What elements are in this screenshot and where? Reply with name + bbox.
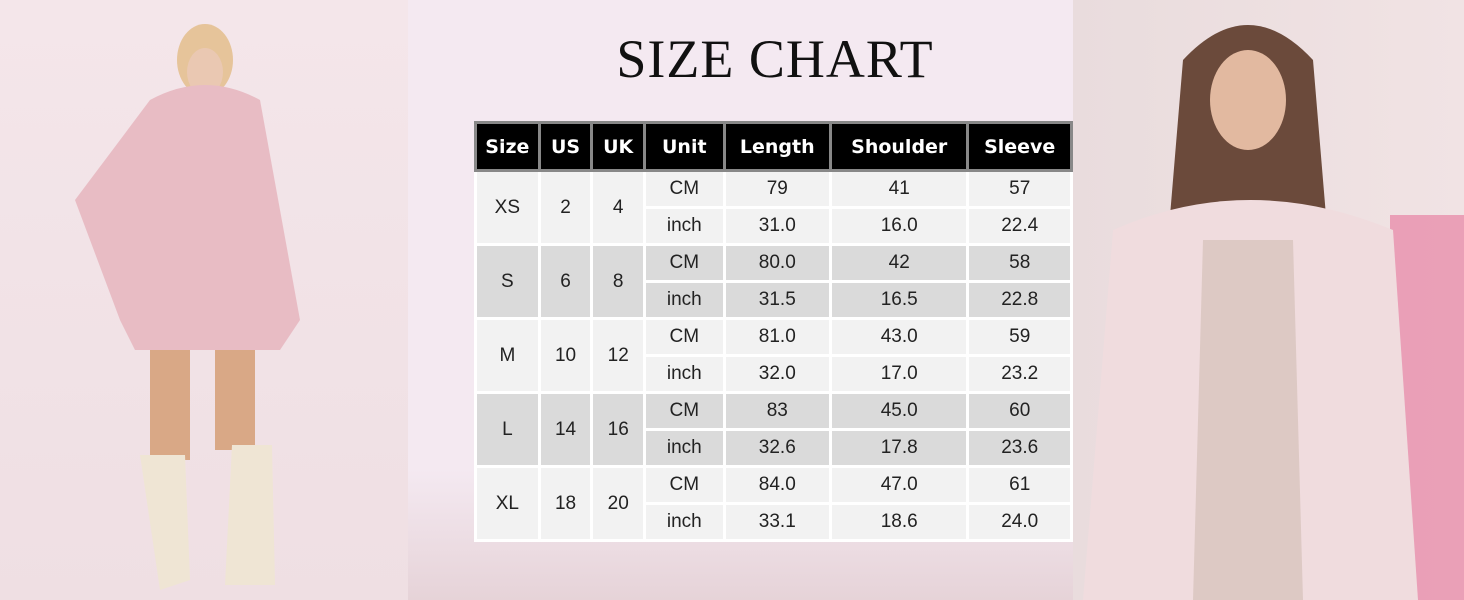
cell-length: 31.0 [722, 206, 833, 246]
cell-uk: 4 [590, 169, 647, 246]
cell-unit: CM [643, 465, 726, 505]
cell-size: M [474, 317, 541, 394]
table-row: XS 2 4 CM 79 41 57 [474, 169, 1073, 246]
column-header-sleeve: Sleeve [966, 121, 1073, 172]
cell-sleeve: 57 [966, 169, 1073, 209]
cell-sleeve: 61 [966, 465, 1073, 505]
cell-sleeve: 59 [966, 317, 1073, 357]
column-header-size: Size [474, 121, 541, 172]
cell-shoulder: 17.8 [829, 428, 970, 468]
cell-length: 83 [722, 391, 833, 431]
table-row: XL 18 20 CM 84.0 47.0 61 [474, 465, 1073, 542]
model-figure-left [75, 24, 300, 590]
cell-shoulder: 16.0 [829, 206, 970, 246]
cell-uk: 12 [590, 317, 647, 394]
cell-size: XS [474, 169, 541, 246]
table-row: inch 33.1 18.6 24.0 [476, 502, 1073, 542]
cell-uk: 8 [590, 243, 647, 320]
cell-shoulder: 41 [829, 169, 970, 209]
cell-sleeve: 22.4 [966, 206, 1073, 246]
cell-length: 81.0 [722, 317, 833, 357]
cell-unit: CM [643, 317, 726, 357]
cell-sleeve: 60 [966, 391, 1073, 431]
column-header-uk: UK [590, 121, 647, 172]
table-row: M 10 12 CM 81.0 43.0 59 [474, 317, 1073, 394]
cell-length: 31.5 [722, 280, 833, 320]
model-photo-right [1073, 0, 1464, 600]
cell-sleeve: 58 [966, 243, 1073, 283]
cell-sleeve: 24.0 [966, 502, 1073, 542]
cell-shoulder: 47.0 [829, 465, 970, 505]
cell-size: XL [474, 465, 541, 542]
table-row: L 14 16 CM 83 45.0 60 [474, 391, 1073, 468]
column-header-shoulder: Shoulder [829, 121, 970, 172]
cell-unit: inch [643, 280, 726, 320]
table-row: inch 32.6 17.8 23.6 [476, 428, 1073, 468]
cell-shoulder: 43.0 [829, 317, 970, 357]
size-chart-table: Size US UK Unit Length Shoulder Sleeve XS 2 4 CM 7… [474, 121, 1073, 542]
cell-unit: inch [643, 502, 726, 542]
cell-unit: CM [643, 243, 726, 283]
model-figure-right [1083, 25, 1418, 600]
header-row: Size US UK Unit Length Shoulder Sleeve [474, 121, 1073, 172]
cell-shoulder: 17.0 [829, 354, 970, 394]
cell-uk: 16 [590, 391, 647, 468]
table-row: inch 31.0 16.0 22.4 [476, 206, 1073, 246]
cell-length: 84.0 [722, 465, 833, 505]
cell-length: 80.0 [722, 243, 833, 283]
cell-unit: inch [643, 206, 726, 246]
cell-uk: 20 [590, 465, 647, 542]
cell-unit: CM [643, 391, 726, 431]
table-row: inch 32.0 17.0 23.2 [476, 354, 1073, 394]
cell-shoulder: 18.6 [829, 502, 970, 542]
column-header-unit: Unit [643, 121, 726, 172]
cell-sleeve: 23.6 [966, 428, 1073, 468]
cell-sleeve: 23.2 [966, 354, 1073, 394]
table-row: inch 31.5 16.5 22.8 [476, 280, 1073, 320]
cell-size: L [474, 391, 541, 468]
cell-shoulder: 42 [829, 243, 970, 283]
cell-unit: inch [643, 354, 726, 394]
cell-us: 14 [537, 391, 594, 468]
model-photo-left [0, 0, 408, 600]
cell-us: 6 [537, 243, 594, 320]
cell-size: S [474, 243, 541, 320]
table-row: S 6 8 CM 80.0 42 58 [474, 243, 1073, 320]
size-chart-title: SIZE CHART [616, 29, 934, 89]
cell-unit: inch [643, 428, 726, 468]
cell-us: 2 [537, 169, 594, 246]
cell-length: 79 [722, 169, 833, 209]
column-header-length: Length [722, 121, 833, 172]
cell-length: 32.0 [722, 354, 833, 394]
cell-us: 10 [537, 317, 594, 394]
cell-sleeve: 22.8 [966, 280, 1073, 320]
cell-unit: CM [643, 169, 726, 209]
cell-us: 18 [537, 465, 594, 542]
cell-length: 32.6 [722, 428, 833, 468]
column-header-us: US [537, 121, 594, 172]
cell-shoulder: 45.0 [829, 391, 970, 431]
cell-shoulder: 16.5 [829, 280, 970, 320]
cell-length: 33.1 [722, 502, 833, 542]
